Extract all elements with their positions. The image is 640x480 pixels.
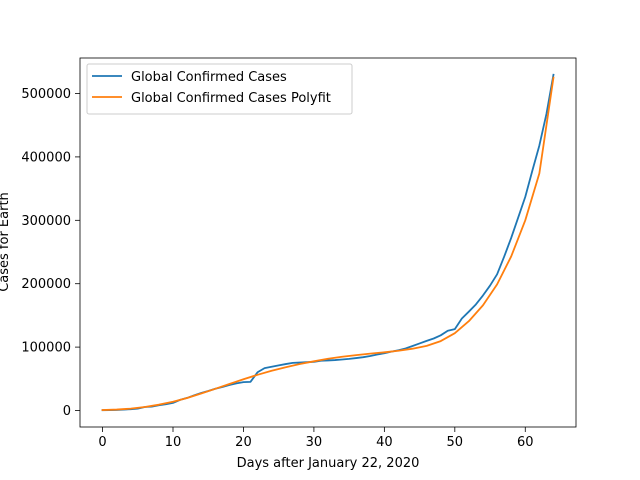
legend-label-series-0: Global Confirmed Cases	[131, 70, 287, 85]
x-tick-label: 50	[447, 435, 464, 450]
x-axis-ticks: 0 10 20 30 40 50 60	[98, 427, 534, 450]
x-tick-label: 40	[376, 435, 393, 450]
y-axis-label: Cases for Earth	[0, 192, 12, 292]
x-tick-label: 20	[235, 435, 252, 450]
y-tick-label: 100000	[21, 341, 71, 356]
y-tick-label: 0	[63, 404, 71, 419]
x-tick-label: 60	[517, 435, 534, 450]
x-tick-label: 0	[98, 435, 106, 450]
y-tick-label: 400000	[21, 150, 71, 165]
y-tick-label: 300000	[21, 214, 71, 229]
y-axis-ticks: 0 100000 200000 300000 400000 500000	[21, 87, 80, 419]
x-tick-label: 10	[165, 435, 182, 450]
legend-box	[86, 63, 353, 115]
series-line-1	[101, 76, 555, 411]
series-lines	[101, 73, 555, 412]
y-tick-label: 200000	[21, 277, 71, 292]
plot-area	[79, 57, 577, 428]
y-tick-label: 500000	[21, 87, 71, 102]
legend-label-series-1: Global Confirmed Cases Polyfit	[131, 91, 331, 106]
x-axis-label: Days after January 22, 2020	[237, 456, 420, 471]
x-tick-label: 30	[306, 435, 323, 450]
legend: Global Confirmed Cases Global Confirmed …	[86, 63, 353, 115]
